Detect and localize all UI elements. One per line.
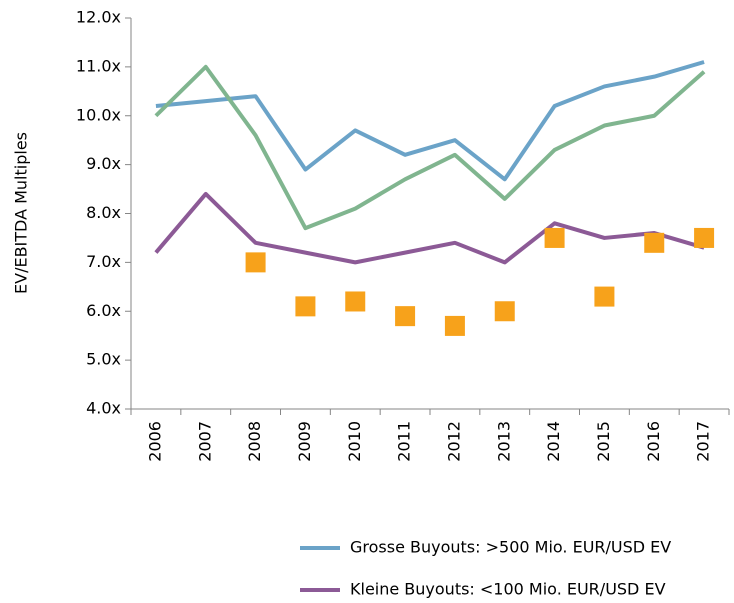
y-tick-label: 4.0x: [86, 399, 121, 418]
y-tick-label: 8.0x: [86, 203, 121, 222]
x-tick-label: 2007: [195, 421, 214, 462]
marker: [444, 315, 465, 336]
y-tick-label: 5.0x: [86, 350, 121, 369]
x-tick-label: 2011: [395, 421, 414, 462]
y-tick-label: 7.0x: [86, 252, 121, 271]
marker: [544, 227, 565, 248]
line: [155, 60, 705, 182]
x-tick-label: 2010: [345, 421, 364, 462]
marker: [644, 232, 665, 253]
marker: [395, 306, 416, 327]
y-tick-label: 12.0x: [76, 8, 121, 27]
x-tick-label: 2014: [544, 421, 563, 462]
marker: [245, 252, 266, 273]
x-tick-label: 2017: [694, 421, 713, 462]
x-tick-label: 2009: [295, 421, 314, 462]
y-axis-label: EV/EBITDA Multiples: [12, 132, 31, 294]
x-tick-label: 2008: [245, 421, 264, 462]
x-tick-label: 2006: [145, 421, 164, 462]
x-tick-label: 2013: [494, 421, 513, 462]
y-tick-label: 9.0x: [86, 154, 121, 173]
y-tick-label: 6.0x: [86, 301, 121, 320]
y-tick-label: 11.0x: [76, 56, 121, 75]
marker: [494, 301, 515, 322]
legend-label: Kleine Buyouts: <100 Mio. EUR/USD EV: [350, 580, 666, 599]
x-tick-label: 2012: [444, 421, 463, 462]
marker: [345, 291, 366, 312]
line: [154, 64, 706, 231]
x-tick-label: 2015: [594, 421, 613, 462]
legend-label: Grosse Buyouts: >500 Mio. EUR/USD EV: [350, 538, 671, 557]
marker: [694, 227, 715, 248]
x-tick-label: 2016: [644, 421, 663, 462]
line: [154, 191, 705, 265]
y-tick-label: 10.0x: [76, 105, 121, 124]
marker: [295, 296, 316, 317]
marker: [594, 286, 615, 307]
